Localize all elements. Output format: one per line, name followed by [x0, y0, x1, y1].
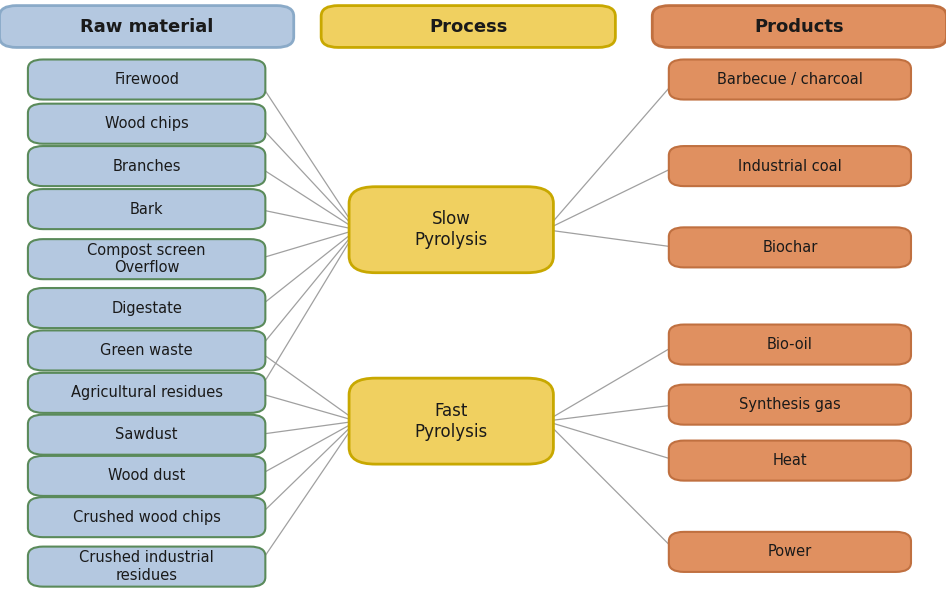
Text: Bark: Bark: [130, 201, 164, 217]
Text: Slow
Pyrolysis: Slow Pyrolysis: [414, 210, 488, 249]
FancyBboxPatch shape: [28, 104, 265, 144]
Text: Green waste: Green waste: [100, 343, 193, 358]
FancyBboxPatch shape: [0, 6, 293, 48]
Text: Wood chips: Wood chips: [105, 116, 188, 131]
FancyBboxPatch shape: [669, 59, 911, 100]
Text: Compost screen
Overflow: Compost screen Overflow: [87, 243, 206, 276]
FancyBboxPatch shape: [28, 373, 265, 413]
Text: Agricultural residues: Agricultural residues: [71, 385, 222, 401]
Text: Synthesis gas: Synthesis gas: [739, 397, 841, 412]
Text: Wood dust: Wood dust: [108, 468, 185, 484]
Text: Barbecue / charcoal: Barbecue / charcoal: [717, 72, 863, 87]
FancyBboxPatch shape: [669, 325, 911, 365]
FancyBboxPatch shape: [349, 187, 553, 273]
FancyBboxPatch shape: [28, 59, 265, 100]
FancyBboxPatch shape: [669, 441, 911, 481]
Text: Branches: Branches: [113, 158, 181, 174]
FancyBboxPatch shape: [28, 415, 265, 455]
Text: Bio-oil: Bio-oil: [767, 337, 813, 352]
Text: Biochar: Biochar: [762, 240, 817, 255]
Text: Products: Products: [755, 18, 844, 35]
Text: Crushed wood chips: Crushed wood chips: [73, 509, 220, 525]
Text: Sawdust: Sawdust: [115, 427, 178, 442]
FancyBboxPatch shape: [28, 288, 265, 328]
FancyBboxPatch shape: [652, 6, 946, 48]
Text: Power: Power: [768, 544, 812, 560]
Text: Heat: Heat: [773, 453, 807, 468]
FancyBboxPatch shape: [349, 378, 553, 464]
FancyBboxPatch shape: [28, 146, 265, 186]
FancyBboxPatch shape: [28, 497, 265, 537]
Text: Fast
Pyrolysis: Fast Pyrolysis: [414, 402, 488, 441]
FancyBboxPatch shape: [669, 532, 911, 572]
FancyBboxPatch shape: [322, 6, 616, 48]
Text: Crushed industrial
residues: Crushed industrial residues: [79, 550, 214, 583]
FancyBboxPatch shape: [28, 330, 265, 370]
FancyBboxPatch shape: [669, 146, 911, 186]
FancyBboxPatch shape: [28, 239, 265, 279]
FancyBboxPatch shape: [28, 189, 265, 229]
FancyBboxPatch shape: [28, 456, 265, 496]
FancyBboxPatch shape: [669, 227, 911, 267]
Text: Process: Process: [429, 18, 507, 35]
FancyBboxPatch shape: [28, 547, 265, 587]
Text: Industrial coal: Industrial coal: [738, 158, 842, 174]
Text: Raw material: Raw material: [80, 18, 213, 35]
Text: Digestate: Digestate: [112, 300, 182, 316]
FancyBboxPatch shape: [669, 385, 911, 425]
Text: Firewood: Firewood: [114, 72, 179, 87]
